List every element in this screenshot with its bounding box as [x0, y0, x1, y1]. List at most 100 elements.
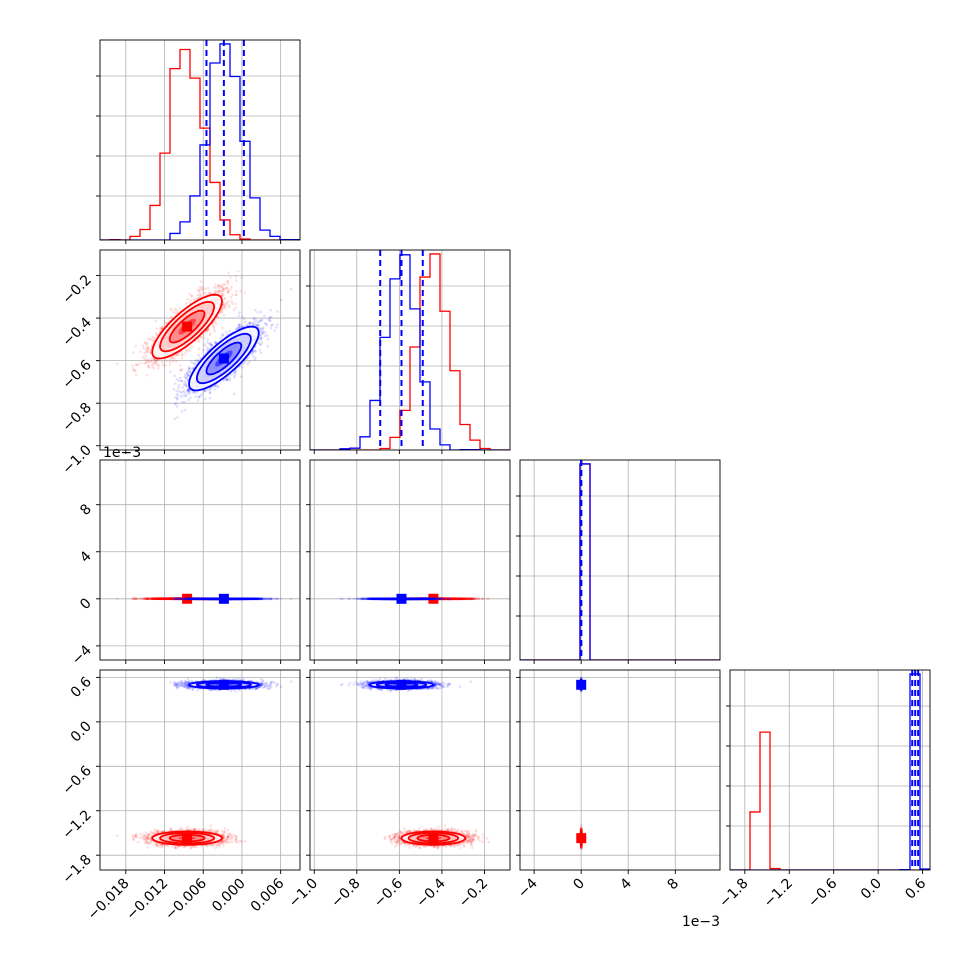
sample-point	[171, 360, 175, 363]
sample-point	[221, 311, 224, 314]
sample-point	[220, 284, 224, 288]
sample-point	[189, 299, 192, 302]
sample-point	[175, 405, 179, 408]
sample-point	[221, 305, 224, 309]
sample-point	[202, 291, 206, 295]
sample-point	[256, 320, 259, 324]
sample-point	[253, 358, 256, 361]
sample-point	[190, 360, 193, 364]
sample-point	[168, 358, 171, 361]
sample-point	[219, 290, 222, 294]
sample-point	[180, 395, 183, 399]
sample-point	[276, 310, 279, 313]
sample-point	[161, 363, 165, 367]
hist-series-0	[730, 731, 930, 870]
sample-point	[139, 350, 142, 354]
sample-point	[218, 289, 221, 293]
sample-point	[208, 396, 212, 400]
sample-point	[168, 363, 171, 367]
sample-point	[242, 324, 245, 328]
sample-point	[230, 286, 233, 289]
sample-point	[145, 350, 148, 354]
sample-point	[133, 369, 137, 373]
sample-point	[141, 344, 144, 348]
sample-point	[160, 360, 164, 364]
sample-point	[233, 371, 237, 374]
sample-point	[181, 390, 184, 394]
sample-point	[196, 293, 200, 297]
sample-point	[186, 298, 190, 301]
sample-point	[132, 367, 135, 370]
sample-point	[230, 300, 233, 303]
sample-point	[264, 322, 268, 326]
mode-marker	[182, 321, 193, 332]
axes-frame	[519, 459, 721, 661]
sample-point	[185, 349, 188, 353]
sample-point	[200, 393, 204, 396]
sample-point	[271, 323, 274, 327]
sample-point	[234, 293, 238, 296]
sample-point	[203, 336, 206, 340]
sample-point	[263, 314, 266, 318]
sample-point	[147, 337, 150, 341]
sample-point	[175, 389, 178, 393]
sample-point	[169, 370, 172, 374]
sample-point	[170, 357, 174, 360]
sample-point	[155, 333, 158, 337]
sample-point	[116, 362, 119, 365]
sample-point	[196, 288, 200, 292]
sample-point	[202, 348, 205, 352]
sample-point	[254, 318, 258, 322]
sample-point	[145, 359, 149, 363]
sample-point	[190, 294, 193, 298]
sample-point	[239, 289, 242, 293]
sample-point	[175, 353, 179, 357]
hist-panel-2	[516, 459, 721, 664]
sample-point	[199, 295, 203, 298]
sample-point	[241, 362, 245, 366]
sample-point	[192, 298, 195, 302]
sample-point	[164, 359, 168, 363]
sample-point	[150, 360, 153, 364]
sample-point	[228, 329, 231, 333]
sample-point	[279, 298, 283, 302]
sample-point	[258, 349, 262, 352]
sample-point	[233, 392, 236, 396]
sample-point	[248, 360, 251, 364]
sample-point	[174, 307, 177, 311]
sample-point	[181, 368, 184, 371]
sample-point	[259, 310, 263, 314]
sample-point	[232, 375, 236, 379]
sample-point	[208, 291, 212, 295]
sample-point	[234, 302, 237, 306]
sample-point	[135, 363, 138, 367]
sample-point	[183, 391, 187, 395]
sample-point	[180, 379, 183, 383]
sample-point	[205, 329, 208, 333]
sample-point	[181, 386, 184, 389]
axes-frame	[309, 249, 511, 451]
sample-point	[188, 349, 191, 353]
axes-frame	[729, 669, 931, 871]
sample-point	[178, 307, 182, 311]
sample-point	[154, 319, 158, 323]
sample-point	[153, 336, 157, 340]
sample-point	[173, 417, 176, 421]
sample-point	[147, 359, 151, 363]
sample-point	[188, 347, 192, 350]
sample-point	[211, 324, 215, 328]
sample-point	[208, 333, 212, 337]
sample-point	[213, 388, 216, 391]
sample-point	[149, 357, 153, 361]
sample-point	[184, 382, 188, 386]
sample-point	[216, 315, 220, 319]
sample-point	[229, 288, 232, 292]
sample-point	[203, 287, 207, 291]
sample-point	[225, 286, 228, 290]
sample-point	[241, 315, 244, 319]
sample-point	[223, 305, 226, 308]
sample-point	[261, 326, 265, 329]
sample-point	[204, 292, 208, 296]
sample-point	[155, 327, 159, 330]
sample-point	[145, 374, 149, 377]
